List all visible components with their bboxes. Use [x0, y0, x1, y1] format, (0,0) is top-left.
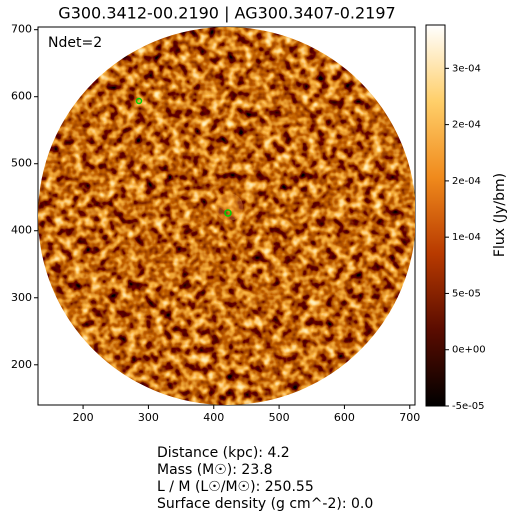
colorbar-tick-label: 2e-04 — [452, 176, 481, 187]
info-line: Mass (M☉): 23.8 — [157, 462, 273, 478]
detection-contour — [224, 209, 232, 217]
info-line: L / M (L☉/M☉): 250.55 — [157, 479, 314, 495]
y-tick-label: 600 — [11, 90, 32, 103]
info-line: Distance (kpc): 4.2 — [157, 445, 290, 461]
y-tick-label: 300 — [11, 291, 32, 304]
x-tick-label: 300 — [138, 411, 159, 424]
colorbar-tick-label: 0e+00 — [452, 345, 486, 356]
y-tick-label: 500 — [11, 157, 32, 170]
detection-contour — [135, 97, 143, 105]
info-line: Surface density (g cm^-2): 0.0 — [157, 496, 373, 512]
colorbar — [425, 24, 446, 407]
x-tick-label: 700 — [399, 411, 420, 424]
annotation: Ndet=2 — [48, 35, 102, 51]
colorbar-tick-label: 5e-05 — [452, 288, 481, 299]
colorbar-label: Flux (Jy/bm) — [492, 173, 508, 257]
y-tick-label: 700 — [11, 23, 32, 36]
x-tick-label: 600 — [334, 411, 355, 424]
x-tick-label: 200 — [73, 411, 94, 424]
x-tick-label: 400 — [203, 411, 224, 424]
colorbar-tick-label: 1e-04 — [452, 232, 481, 243]
y-tick-label: 200 — [11, 358, 32, 371]
title: G300.3412-00.2190 | AG300.3407-0.2197 — [58, 4, 395, 23]
colorbar-tick-label: -5e-05 — [452, 401, 484, 412]
colorbar-tick-label: 2e-04 — [452, 120, 481, 131]
x-tick-label: 500 — [269, 411, 290, 424]
colorbar-tick-label: 3e-04 — [452, 63, 481, 74]
y-tick-label: 400 — [11, 224, 32, 237]
source-glow — [215, 193, 243, 221]
